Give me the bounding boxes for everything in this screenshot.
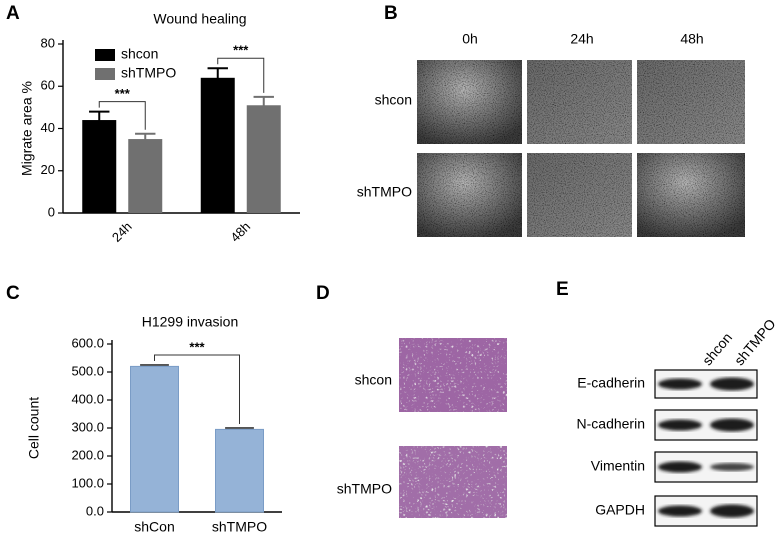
blot-band [710, 418, 754, 432]
x-tick-label: shCon [134, 519, 174, 535]
bar [82, 120, 117, 213]
panel-letter: D [316, 283, 330, 304]
panel-letter: A [6, 3, 20, 24]
y-tick-label: 20 [41, 162, 55, 177]
blot-band [658, 378, 702, 390]
micrograph [399, 338, 507, 412]
y-tick-label: 600.0 [71, 335, 104, 350]
blot-band [710, 377, 754, 391]
blot-band [710, 504, 754, 518]
y-axis-label: Migrate area % [19, 81, 35, 176]
significance-label: *** [115, 86, 131, 101]
blot-band [658, 461, 702, 473]
row-label: GAPDH [595, 502, 645, 518]
panel-letter: C [6, 283, 20, 304]
wound-images: 0h 24h 48h shcon shTMPO [357, 31, 745, 237]
blot-band [658, 505, 702, 517]
bar [246, 105, 281, 213]
y-tick-label: 40 [41, 120, 55, 135]
chart-title: Wound healing [153, 11, 246, 27]
micrograph [637, 153, 745, 237]
bar [130, 365, 179, 513]
legend-swatch [95, 49, 115, 61]
transwell-images: shcon shTMPO [337, 338, 507, 518]
significance-label: *** [189, 339, 205, 354]
y-tick-label: 60 [41, 78, 55, 93]
y-tick-label: 400.0 [71, 391, 104, 406]
micrograph [527, 153, 632, 237]
micrograph [527, 60, 632, 144]
column-label: shTMPO [731, 316, 779, 369]
blot-band [710, 462, 754, 472]
legend-label: shTMPO [121, 65, 176, 81]
y-tick-label: 300.0 [71, 419, 104, 434]
significance-label: *** [233, 43, 249, 58]
bar [128, 139, 163, 213]
significance-bracket [217, 57, 265, 93]
chart-title: H1299 invasion [142, 314, 239, 330]
row-label: shTMPO [357, 184, 412, 200]
y-axis-label: Cell count [26, 397, 42, 459]
row-label: E-cadherin [577, 375, 645, 391]
legend-label: shcon [121, 46, 158, 62]
row-label: N-cadherin [577, 416, 645, 432]
row-label: shTMPO [337, 481, 392, 497]
x-tick-label: 48h [227, 219, 253, 245]
column-label: shcon [699, 329, 735, 368]
micrograph [399, 446, 507, 518]
bar [215, 428, 264, 513]
panel-letter: B [384, 3, 398, 24]
significance-bracket [98, 101, 146, 130]
micrograph [417, 60, 522, 144]
y-tick-label: 200.0 [71, 447, 104, 462]
y-tick-label: 80 [41, 35, 55, 50]
x-tick-label: 24h [109, 219, 135, 245]
legend-swatch [95, 68, 115, 80]
western-blot: shcon shTMPO E-cadherin N-cadherin Vimenti… [577, 316, 779, 527]
bar [200, 77, 235, 213]
row-label: shcon [375, 92, 412, 108]
column-label: 24h [570, 31, 593, 47]
column-label: 48h [680, 31, 703, 47]
y-tick-label: 100.0 [71, 475, 104, 490]
row-label: Vimentin [591, 458, 645, 474]
row-label: shcon [355, 372, 392, 388]
significance-bracket [154, 354, 240, 424]
micrograph [417, 153, 522, 237]
x-tick-label: shTMPO [212, 519, 267, 535]
micrograph [637, 60, 745, 144]
blot-band [658, 419, 702, 431]
y-tick-label: 500.0 [71, 363, 104, 378]
y-tick-label: 0 [48, 204, 55, 219]
panel-letter: E [556, 279, 569, 300]
y-tick-label: 0.0 [86, 503, 104, 518]
column-label: 0h [462, 31, 478, 47]
